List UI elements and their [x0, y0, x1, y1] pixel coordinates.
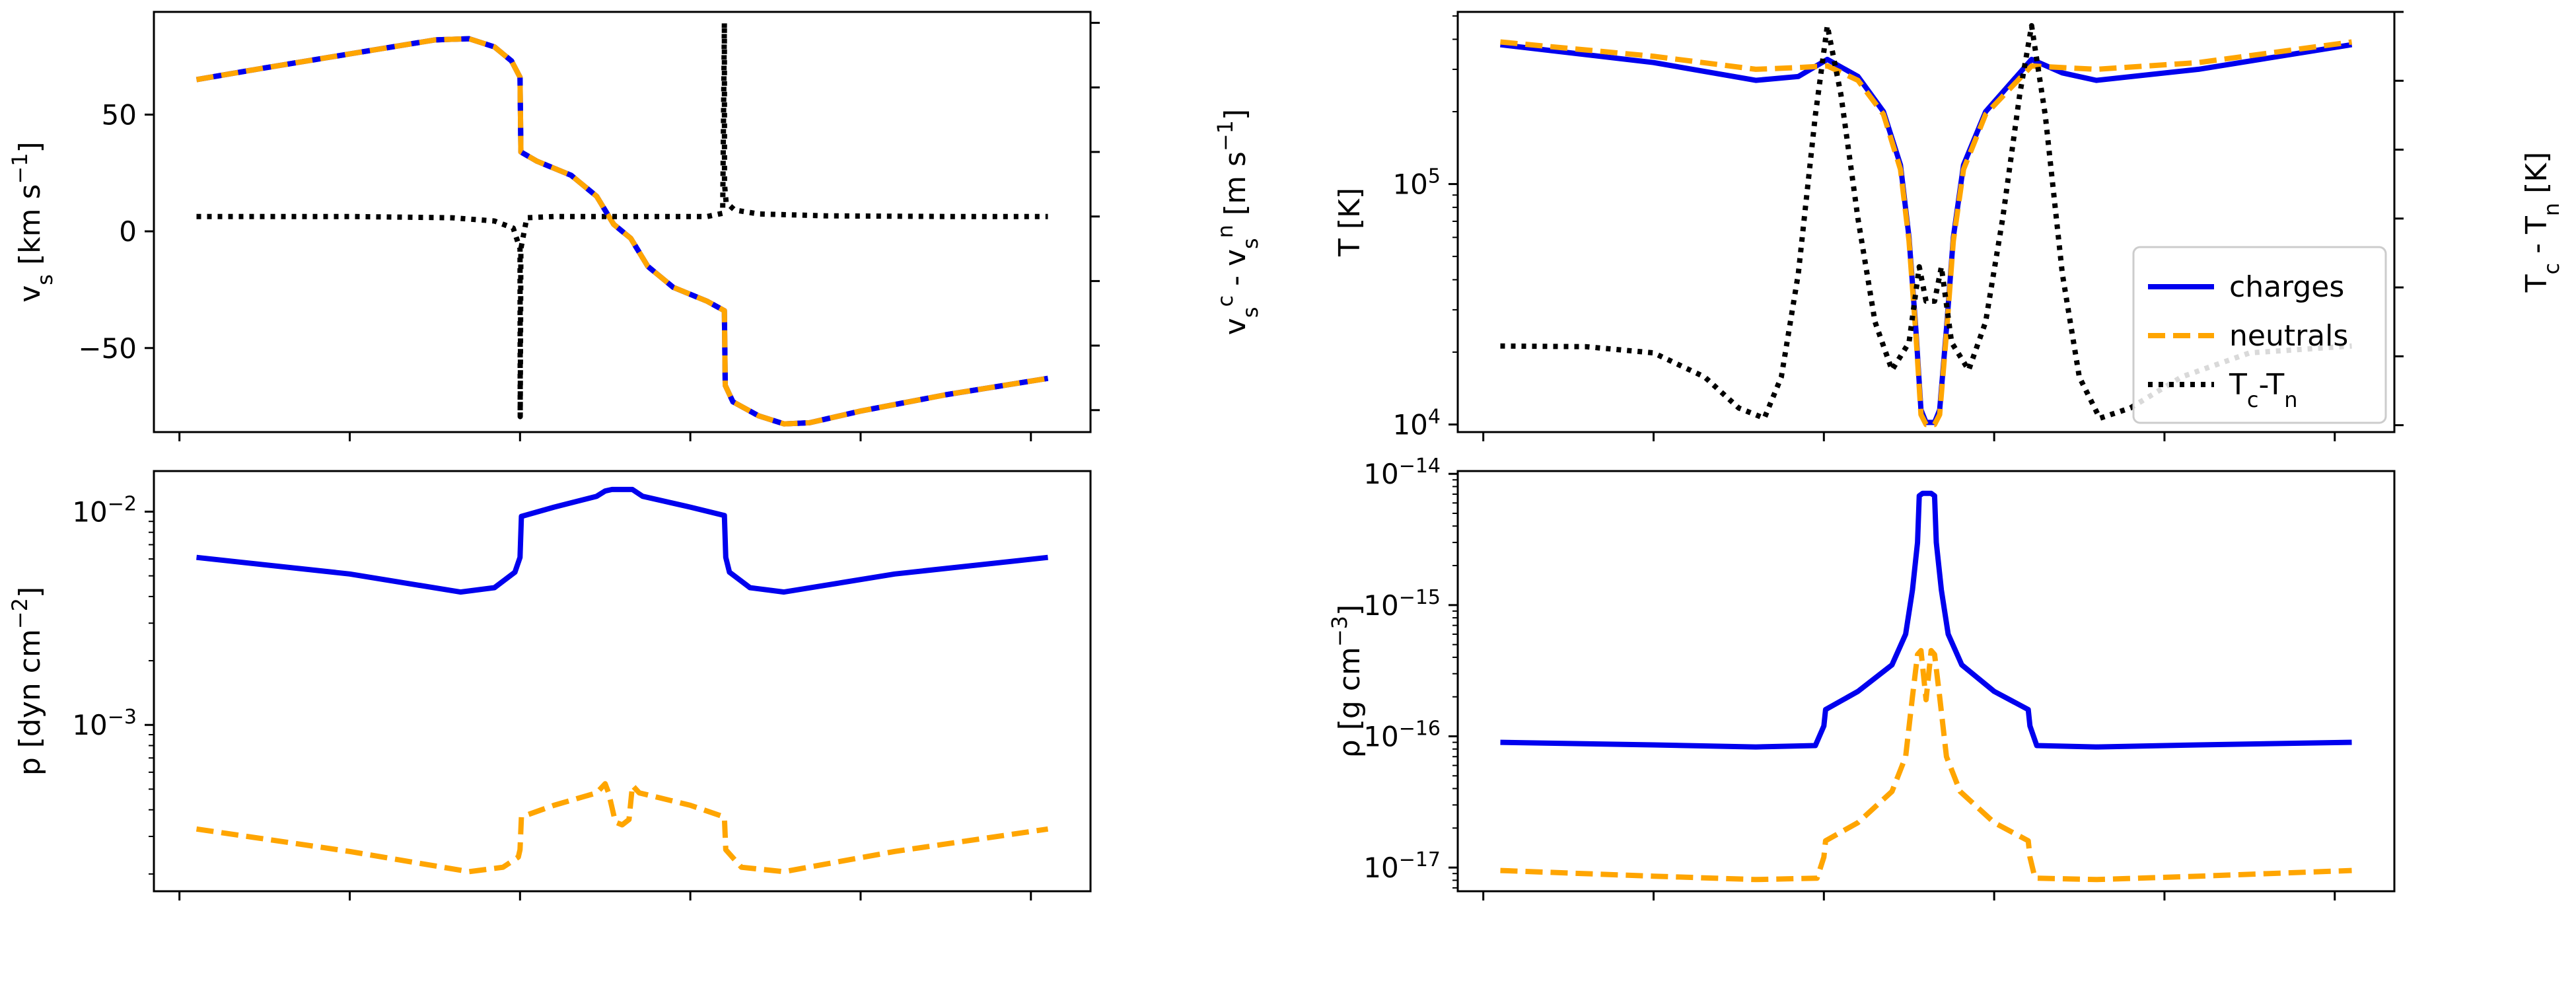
- y-tick-label: −50: [78, 332, 137, 365]
- y-tick-label: 105: [1392, 165, 1441, 201]
- series-neutrals-line: [1500, 647, 2352, 883]
- y-axis-label: ρ [g cm−3]: [1327, 605, 1367, 758]
- y-tick-label: 10−3: [72, 706, 137, 742]
- series-charges-overlay-line: [196, 36, 1049, 427]
- plot-frame: [1456, 11, 2396, 433]
- series-charges-line: [196, 486, 1048, 595]
- y-tick-label: 10−2: [72, 492, 137, 529]
- y-axis-label: T [K]: [1333, 188, 1367, 257]
- plot-frame: [1456, 470, 2396, 893]
- y-tick-label: 10−15: [1363, 585, 1441, 622]
- panel-pressure: 10−2 10−3 p [dyn cm−2]: [7, 470, 1092, 900]
- series-neutrals-line: [196, 36, 1049, 427]
- y-tick-label: 10−14: [1363, 455, 1441, 491]
- series-t-c-t-n-line: [1500, 22, 2352, 422]
- y-axis-label: p [dyn cm−2]: [7, 587, 47, 776]
- y-tick-label: 10−17: [1363, 848, 1441, 885]
- y2-axis-label: Tc - Tn [K]: [2520, 152, 2564, 293]
- series-neutrals-line: [196, 781, 1049, 875]
- y-tick-label: 50: [102, 98, 137, 131]
- y-tick-label: 0: [119, 215, 137, 248]
- y-tick-label: 104: [1392, 405, 1441, 441]
- y-axis-label: vs [km s−1]: [7, 141, 57, 302]
- y2-axis-label: vsc - vsn [m s−1]: [1213, 109, 1263, 335]
- series-v-s-c-v-s-n-line: [196, 20, 1048, 420]
- panel-velocity: 50 0 −50 vs [km s−1] vsc - vsn [m s−1]: [7, 11, 1263, 441]
- y-tick-label: 10−16: [1363, 717, 1441, 753]
- legend-label: charges: [2229, 270, 2344, 304]
- series-neutrals-line: [1500, 39, 2353, 427]
- panel-density: 10−14 10−15 10−16 10−17 ρ [g cm−3]: [1327, 455, 2396, 900]
- legend-label: Tc-Tn: [2229, 368, 2297, 412]
- panel-temperature: 105 104 T [K] Tc - Tn [K] charges neutrals Tc-…: [1333, 11, 2564, 441]
- plot-frame: [153, 11, 1092, 433]
- legend-label: neutrals: [2229, 319, 2348, 353]
- series-charges-line: [1500, 490, 2352, 750]
- legend-box: [2132, 246, 2387, 424]
- plot-frame: [153, 470, 1092, 893]
